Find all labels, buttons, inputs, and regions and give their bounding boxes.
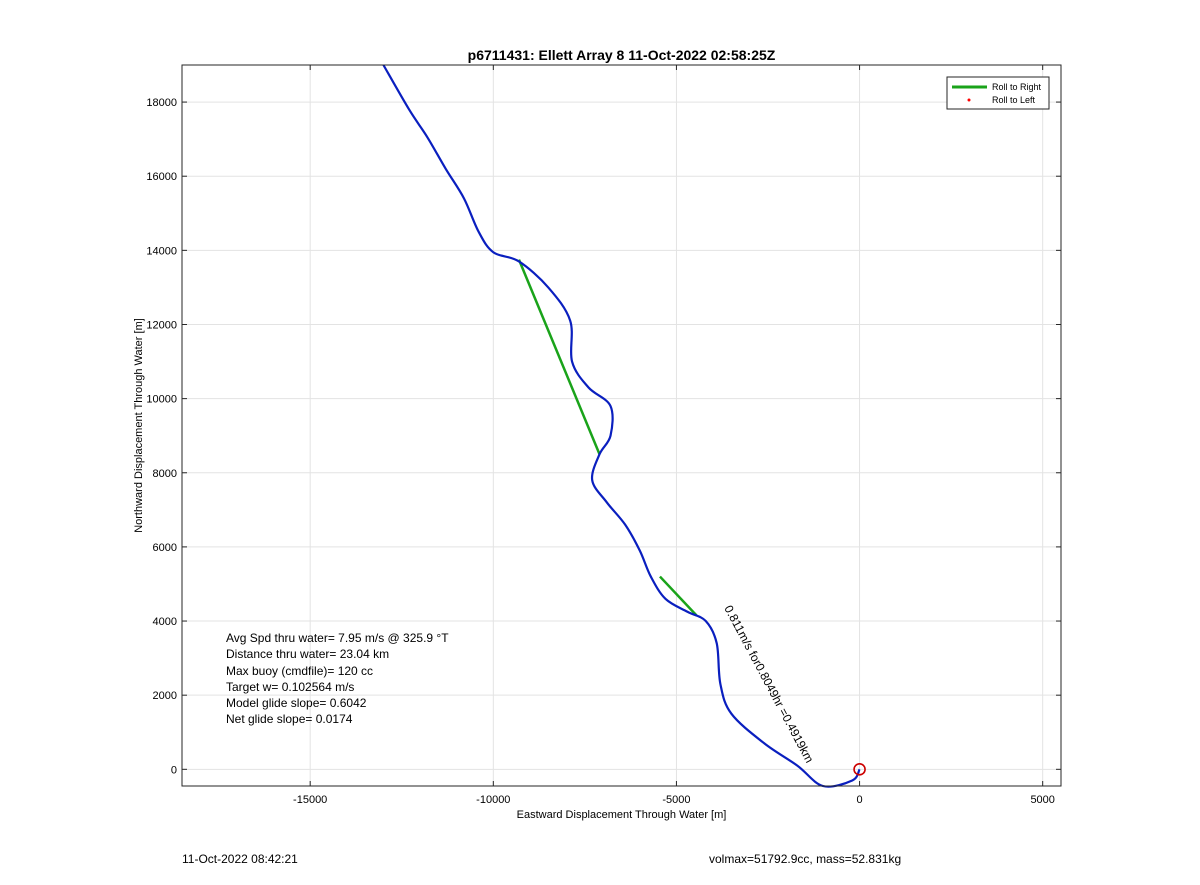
y-tick-label: 8000 <box>153 468 177 480</box>
y-tick-label: 12000 <box>146 319 177 331</box>
y-tick-label: 2000 <box>153 690 177 702</box>
grid-lines <box>182 65 1061 786</box>
chart-title: p6711431: Ellett Array 8 11-Oct-2022 02:… <box>468 47 776 63</box>
y-tick-label: 16000 <box>146 171 177 183</box>
footer-timestamp: 11-Oct-2022 08:42:21 <box>182 852 298 866</box>
y-tick-label: 6000 <box>153 542 177 554</box>
plot-frame <box>181 64 1062 787</box>
end-position-marker <box>853 763 866 776</box>
y-tick-label: 14000 <box>146 245 177 257</box>
glider-track-line <box>382 64 861 788</box>
data-layer <box>382 64 866 788</box>
stat-avg-speed: Avg Spd thru water= 7.95 m/s @ 325.9 °T <box>226 631 449 645</box>
y-tick-label: 10000 <box>146 394 177 406</box>
stat-model-glide: Model glide slope= 0.6042 <box>226 696 367 711</box>
segment-annotation: 0.811m/s for0.8049hr =0.4919km <box>721 603 816 765</box>
roll-right-segment <box>517 259 601 455</box>
stat-distance: Distance thru water= 23.04 km <box>226 647 390 662</box>
legend-box <box>946 76 1050 110</box>
legend-label-roll-left: Roll to Left <box>992 95 1036 105</box>
stat-net-glide: Net glide slope= 0.0174 <box>226 712 353 727</box>
x-tick-label: 0 <box>857 794 863 806</box>
legend: Roll to Right Roll to Left <box>946 76 1050 110</box>
roll-right-segment <box>659 575 698 617</box>
x-axis-label: Eastward Displacement Through Water [m] <box>517 809 727 821</box>
stats-block: Avg Spd thru water= 7.95 m/s @ 325.9 °T … <box>226 630 449 728</box>
footer-vol-mass: volmax=51792.9cc, mass=52.831kg <box>709 852 902 866</box>
x-tick-label: 5000 <box>1030 794 1054 806</box>
legend-swatch-roll-left <box>967 98 971 102</box>
y-axis-label: Northward Displacement Through Water [m] <box>133 318 145 533</box>
y-tick-label: 4000 <box>153 616 177 628</box>
axis-ticks: -15000 -10000 -5000 0 5000 0 2000 4000 6000 8000 1… <box>146 65 1061 806</box>
x-tick-label: -5000 <box>662 794 690 806</box>
stat-max-buoy: Max buoy (cmdfile)= 120 cc <box>226 663 374 678</box>
y-tick-label: 18000 <box>146 97 177 109</box>
y-tick-label: 0 <box>171 764 177 776</box>
stat-target-w: Target w= 0.102564 m/s <box>226 679 355 694</box>
x-tick-label: -15000 <box>293 794 327 806</box>
x-tick-label: -10000 <box>476 794 510 806</box>
legend-label-roll-right: Roll to Right <box>992 82 1042 92</box>
